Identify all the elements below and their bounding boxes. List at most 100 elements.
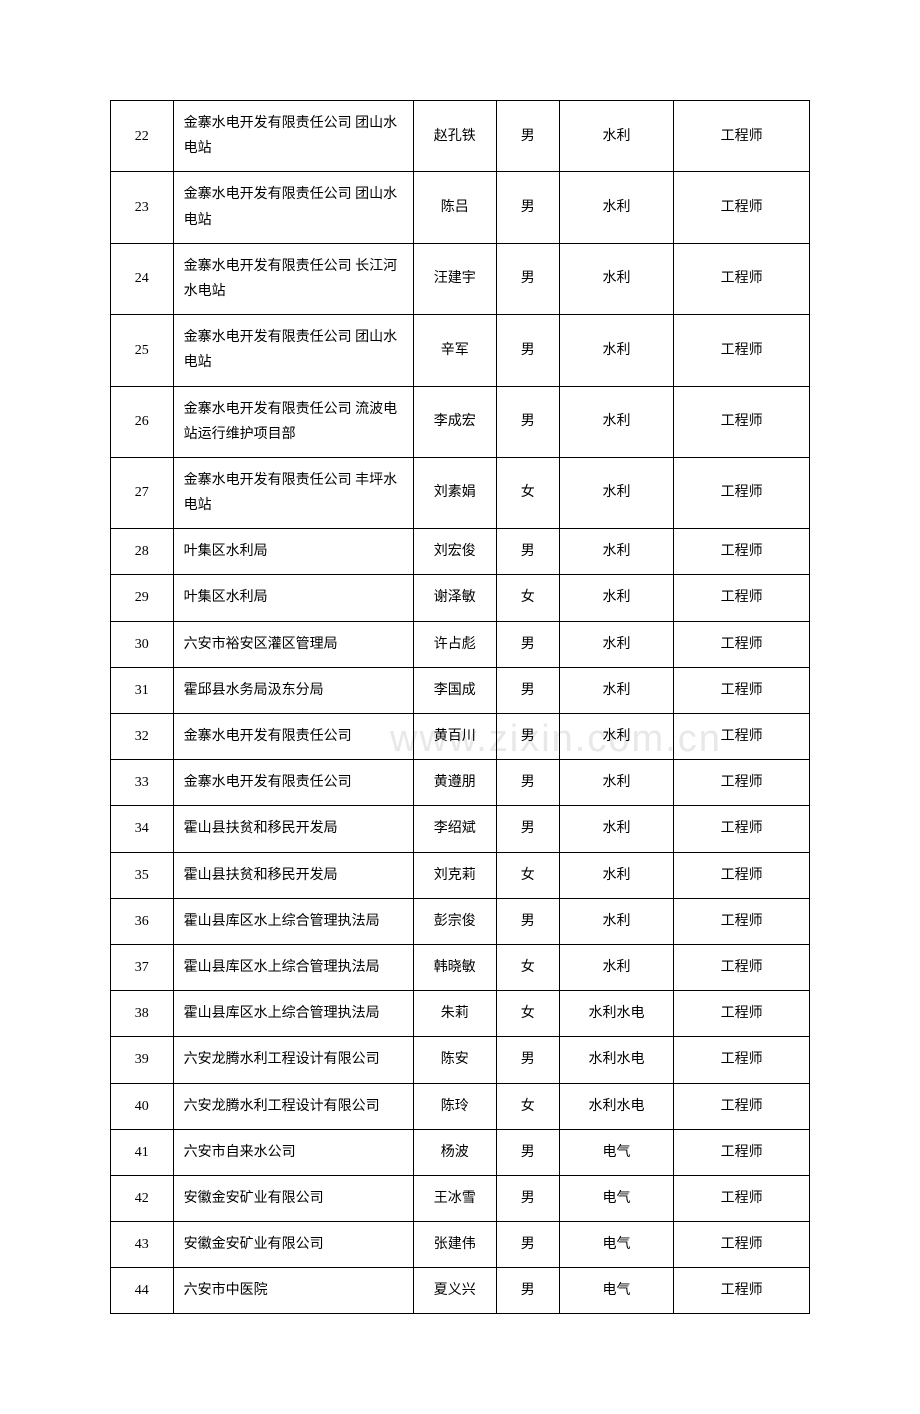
cell-gender: 男 — [497, 621, 560, 667]
cell-number: 32 — [111, 714, 174, 760]
table-row: 28叶集区水利局刘宏俊男水利工程师 — [111, 529, 810, 575]
cell-organization: 六安市裕安区灌区管理局 — [173, 621, 413, 667]
cell-gender: 女 — [497, 1083, 560, 1129]
cell-field: 电气 — [559, 1129, 674, 1175]
cell-title: 工程师 — [674, 760, 810, 806]
cell-gender: 男 — [497, 1037, 560, 1083]
cell-number: 40 — [111, 1083, 174, 1129]
cell-field: 电气 — [559, 1268, 674, 1314]
cell-number: 41 — [111, 1129, 174, 1175]
table-row: 32金寨水电开发有限责任公司黄百川男水利工程师 — [111, 714, 810, 760]
cell-title: 工程师 — [674, 621, 810, 667]
cell-title: 工程师 — [674, 944, 810, 990]
cell-name: 韩晓敏 — [413, 944, 496, 990]
cell-gender: 男 — [497, 1175, 560, 1221]
cell-number: 33 — [111, 760, 174, 806]
cell-organization: 金寨水电开发有限责任公司 团山水电站 — [173, 315, 413, 386]
cell-gender: 男 — [497, 1222, 560, 1268]
cell-field: 水利 — [559, 457, 674, 528]
cell-title: 工程师 — [674, 714, 810, 760]
cell-organization: 叶集区水利局 — [173, 575, 413, 621]
table-row: 38霍山县库区水上综合管理执法局朱莉女水利水电工程师 — [111, 991, 810, 1037]
table-row: 22金寨水电开发有限责任公司 团山水电站赵孔铁男水利工程师 — [111, 101, 810, 172]
cell-organization: 安徽金安矿业有限公司 — [173, 1222, 413, 1268]
cell-name: 黄百川 — [413, 714, 496, 760]
cell-number: 28 — [111, 529, 174, 575]
table-row: 25金寨水电开发有限责任公司 团山水电站辛军男水利工程师 — [111, 315, 810, 386]
cell-title: 工程师 — [674, 1175, 810, 1221]
cell-title: 工程师 — [674, 172, 810, 243]
cell-name: 谢泽敏 — [413, 575, 496, 621]
cell-organization: 六安市中医院 — [173, 1268, 413, 1314]
table-row: 23金寨水电开发有限责任公司 团山水电站陈吕男水利工程师 — [111, 172, 810, 243]
cell-name: 黄遵朋 — [413, 760, 496, 806]
cell-organization: 金寨水电开发有限责任公司 流波电站运行维护项目部 — [173, 386, 413, 457]
cell-number: 26 — [111, 386, 174, 457]
cell-name: 朱莉 — [413, 991, 496, 1037]
cell-title: 工程师 — [674, 1037, 810, 1083]
cell-organization: 六安市自来水公司 — [173, 1129, 413, 1175]
data-table: 22金寨水电开发有限责任公司 团山水电站赵孔铁男水利工程师23金寨水电开发有限责… — [110, 100, 810, 1314]
cell-field: 水利 — [559, 806, 674, 852]
cell-gender: 女 — [497, 944, 560, 990]
cell-gender: 女 — [497, 575, 560, 621]
cell-name: 杨波 — [413, 1129, 496, 1175]
cell-number: 39 — [111, 1037, 174, 1083]
cell-field: 水利水电 — [559, 1083, 674, 1129]
cell-field: 电气 — [559, 1222, 674, 1268]
cell-name: 李国成 — [413, 667, 496, 713]
table-row: 26金寨水电开发有限责任公司 流波电站运行维护项目部李成宏男水利工程师 — [111, 386, 810, 457]
cell-organization: 金寨水电开发有限责任公司 — [173, 714, 413, 760]
cell-gender: 男 — [497, 243, 560, 314]
cell-organization: 金寨水电开发有限责任公司 团山水电站 — [173, 101, 413, 172]
cell-name: 刘宏俊 — [413, 529, 496, 575]
cell-number: 27 — [111, 457, 174, 528]
table-row: 40六安龙腾水利工程设计有限公司陈玲女水利水电工程师 — [111, 1083, 810, 1129]
cell-title: 工程师 — [674, 101, 810, 172]
cell-field: 水利 — [559, 714, 674, 760]
cell-title: 工程师 — [674, 1268, 810, 1314]
cell-name: 张建伟 — [413, 1222, 496, 1268]
cell-field: 水利 — [559, 944, 674, 990]
table-row: 35霍山县扶贫和移民开发局刘克莉女水利工程师 — [111, 852, 810, 898]
table-row: 39六安龙腾水利工程设计有限公司陈安男水利水电工程师 — [111, 1037, 810, 1083]
cell-organization: 霍山县扶贫和移民开发局 — [173, 852, 413, 898]
cell-organization: 安徽金安矿业有限公司 — [173, 1175, 413, 1221]
cell-gender: 男 — [497, 667, 560, 713]
cell-number: 35 — [111, 852, 174, 898]
cell-gender: 男 — [497, 1129, 560, 1175]
cell-field: 水利 — [559, 852, 674, 898]
cell-gender: 男 — [497, 806, 560, 852]
table-row: 37霍山县库区水上综合管理执法局韩晓敏女水利工程师 — [111, 944, 810, 990]
cell-title: 工程师 — [674, 243, 810, 314]
cell-gender: 女 — [497, 852, 560, 898]
cell-field: 水利水电 — [559, 1037, 674, 1083]
table-row: 34霍山县扶贫和移民开发局李绍斌男水利工程师 — [111, 806, 810, 852]
cell-gender: 男 — [497, 898, 560, 944]
cell-name: 许占彪 — [413, 621, 496, 667]
cell-field: 水利 — [559, 898, 674, 944]
cell-organization: 金寨水电开发有限责任公司 团山水电站 — [173, 172, 413, 243]
table-row: 43安徽金安矿业有限公司张建伟男电气工程师 — [111, 1222, 810, 1268]
table-row: 44六安市中医院夏义兴男电气工程师 — [111, 1268, 810, 1314]
cell-organization: 叶集区水利局 — [173, 529, 413, 575]
table-row: 41六安市自来水公司杨波男电气工程师 — [111, 1129, 810, 1175]
cell-number: 42 — [111, 1175, 174, 1221]
table-row: 30六安市裕安区灌区管理局许占彪男水利工程师 — [111, 621, 810, 667]
table-row: 24金寨水电开发有限责任公司 长江河水电站汪建宇男水利工程师 — [111, 243, 810, 314]
cell-title: 工程师 — [674, 1129, 810, 1175]
cell-organization: 霍邱县水务局汲东分局 — [173, 667, 413, 713]
cell-name: 陈安 — [413, 1037, 496, 1083]
cell-title: 工程师 — [674, 1083, 810, 1129]
cell-gender: 女 — [497, 991, 560, 1037]
cell-gender: 男 — [497, 172, 560, 243]
cell-field: 水利 — [559, 575, 674, 621]
table-body: 22金寨水电开发有限责任公司 团山水电站赵孔铁男水利工程师23金寨水电开发有限责… — [111, 101, 810, 1314]
cell-name: 李成宏 — [413, 386, 496, 457]
cell-name: 陈吕 — [413, 172, 496, 243]
cell-field: 水利 — [559, 667, 674, 713]
cell-number: 24 — [111, 243, 174, 314]
cell-gender: 男 — [497, 760, 560, 806]
cell-field: 水利 — [559, 621, 674, 667]
cell-organization: 金寨水电开发有限责任公司 丰坪水电站 — [173, 457, 413, 528]
